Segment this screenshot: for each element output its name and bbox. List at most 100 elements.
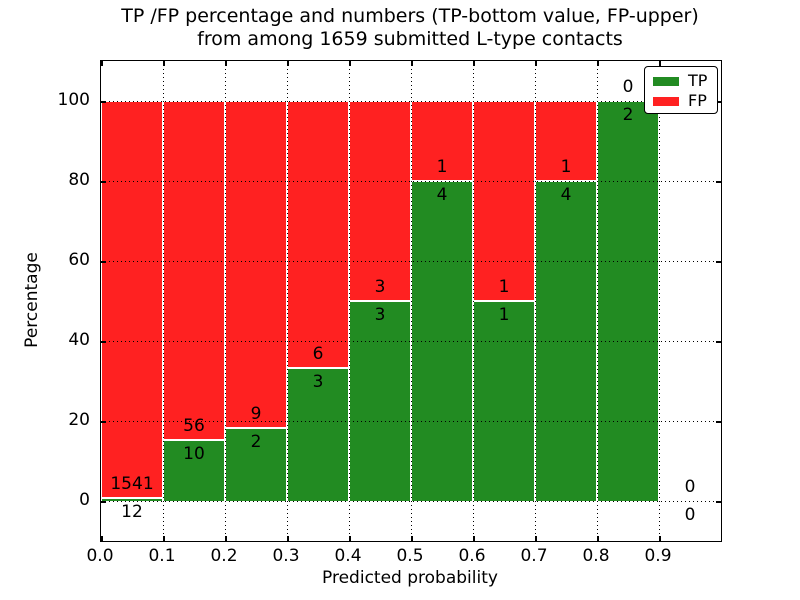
- y-tick-label: 60: [68, 250, 90, 270]
- x-tick-label: 0.8: [582, 546, 610, 566]
- plot-area: 1541 12 56 10 9 2 6 3 3 3 1 4 1 1 1 4 0 2 0 0 TP FP: [100, 60, 722, 542]
- tp-count-label: 2: [250, 432, 262, 453]
- fp-bar-segment: [411, 101, 473, 181]
- chart-title: TP /FP percentage and numbers (TP-bottom…: [100, 5, 720, 51]
- x-gridline: [535, 61, 536, 541]
- y-tick-label: 80: [68, 170, 90, 190]
- legend: TP FP: [644, 66, 718, 114]
- x-tick-mark: [473, 536, 475, 541]
- x-tick-mark-top: [473, 61, 475, 66]
- tp-count-label: 4: [560, 185, 572, 205]
- legend-label-fp: FP: [688, 91, 707, 110]
- legend-item-fp: FP: [645, 91, 717, 111]
- x-tick-label: 0.0: [86, 546, 114, 566]
- x-tick-mark-top: [225, 61, 227, 66]
- fp-count-label: 3: [374, 277, 386, 297]
- x-gridline: [349, 61, 350, 541]
- legend-label-tp: TP: [688, 71, 708, 90]
- x-gridline: [163, 61, 164, 541]
- tp-count-label: 12: [121, 501, 143, 522]
- x-tick-label: 0.6: [458, 546, 486, 566]
- tp-count-label: 2: [622, 105, 634, 125]
- y-tick-mark: [101, 101, 106, 103]
- y-tick-mark-right: [716, 101, 721, 103]
- y-axis-label: Percentage: [22, 252, 42, 348]
- tp-bar-segment: [163, 440, 225, 501]
- fp-count-label: 56: [183, 416, 205, 437]
- tp-count-label: 3: [374, 305, 386, 325]
- x-tick-mark: [535, 536, 537, 541]
- y-tick-label: 0: [79, 490, 90, 510]
- chart-title-line1: TP /FP percentage and numbers (TP-bottom…: [121, 5, 699, 27]
- y-tick-mark: [101, 261, 106, 263]
- y-tick-mark-right: [716, 421, 721, 423]
- x-tick-mark-top: [163, 61, 165, 66]
- y-tick-mark: [101, 421, 106, 423]
- tp-bar-segment: [473, 301, 535, 501]
- x-tick-label: 0.1: [148, 546, 176, 566]
- fp-bar-segment: [473, 101, 535, 301]
- tp-swatch-icon: [653, 76, 679, 86]
- tp-count-label: 0: [684, 505, 696, 525]
- tp-count-label: 1: [498, 305, 510, 325]
- fp-bar-segment: [287, 101, 349, 368]
- y-tick-mark-right: [716, 341, 721, 343]
- x-tick-label: 0.9: [644, 546, 672, 566]
- legend-item-tp: TP: [645, 71, 717, 91]
- fp-count-label: 1: [498, 277, 510, 297]
- fp-count-label: 6: [312, 343, 324, 364]
- x-axis-label: Predicted probability: [322, 568, 498, 588]
- x-tick-label: 0.4: [334, 546, 362, 566]
- y-tick-mark-right: [716, 501, 721, 503]
- y-tick-label: 40: [68, 330, 90, 350]
- x-tick-label: 0.3: [272, 546, 300, 566]
- fp-count-label: 1: [436, 157, 448, 177]
- x-gridline: [411, 61, 412, 541]
- x-tick-label: 0.2: [210, 546, 238, 566]
- y-tick-label: 20: [68, 410, 90, 430]
- x-tick-label: 0.7: [520, 546, 548, 566]
- fp-bar-segment: [349, 101, 411, 301]
- y-tick-mark-right: [716, 261, 721, 263]
- x-tick-mark: [225, 536, 227, 541]
- x-tick-mark-top: [287, 61, 289, 66]
- x-tick-mark-top: [101, 61, 103, 66]
- x-tick-label: 0.5: [396, 546, 424, 566]
- x-tick-mark-top: [659, 61, 661, 66]
- fp-count-label: 0: [684, 477, 696, 497]
- fp-bar-segment: [101, 101, 163, 498]
- tp-bar-segment: [597, 101, 659, 501]
- x-tick-mark-top: [349, 61, 351, 66]
- tp-count-label: 4: [436, 185, 448, 205]
- y-tick-mark: [101, 181, 106, 183]
- x-tick-mark: [597, 536, 599, 541]
- x-gridline: [597, 61, 598, 541]
- fp-count-label: 1541: [110, 473, 154, 494]
- y-tick-mark: [101, 341, 106, 343]
- y-tick-mark-right: [716, 181, 721, 183]
- x-gridline: [225, 61, 226, 541]
- x-gridline: [659, 61, 660, 541]
- tp-count-label: 10: [183, 444, 205, 465]
- x-tick-mark: [659, 536, 661, 541]
- tp-bar-segment: [101, 497, 163, 501]
- tp-count-label: 3: [312, 371, 324, 392]
- fp-count-label: 1: [560, 157, 572, 177]
- chart-title-line2: from among 1659 submitted L-type contact…: [197, 28, 623, 50]
- x-tick-mark: [411, 536, 413, 541]
- x-tick-mark: [349, 536, 351, 541]
- y-tick-label: 100: [57, 90, 90, 110]
- x-gridline: [473, 61, 474, 541]
- fp-bar-segment: [535, 101, 597, 181]
- fp-bar-segment: [163, 101, 225, 441]
- fp-bar-segment: [225, 101, 287, 429]
- tp-bar-segment: [349, 301, 411, 501]
- x-tick-mark-top: [535, 61, 537, 66]
- fp-count-label: 0: [622, 77, 634, 97]
- x-tick-mark: [163, 536, 165, 541]
- x-tick-mark-top: [411, 61, 413, 66]
- fp-count-label: 9: [250, 404, 262, 425]
- fp-swatch-icon: [653, 96, 679, 106]
- x-tick-mark-top: [597, 61, 599, 66]
- x-gridline: [287, 61, 288, 541]
